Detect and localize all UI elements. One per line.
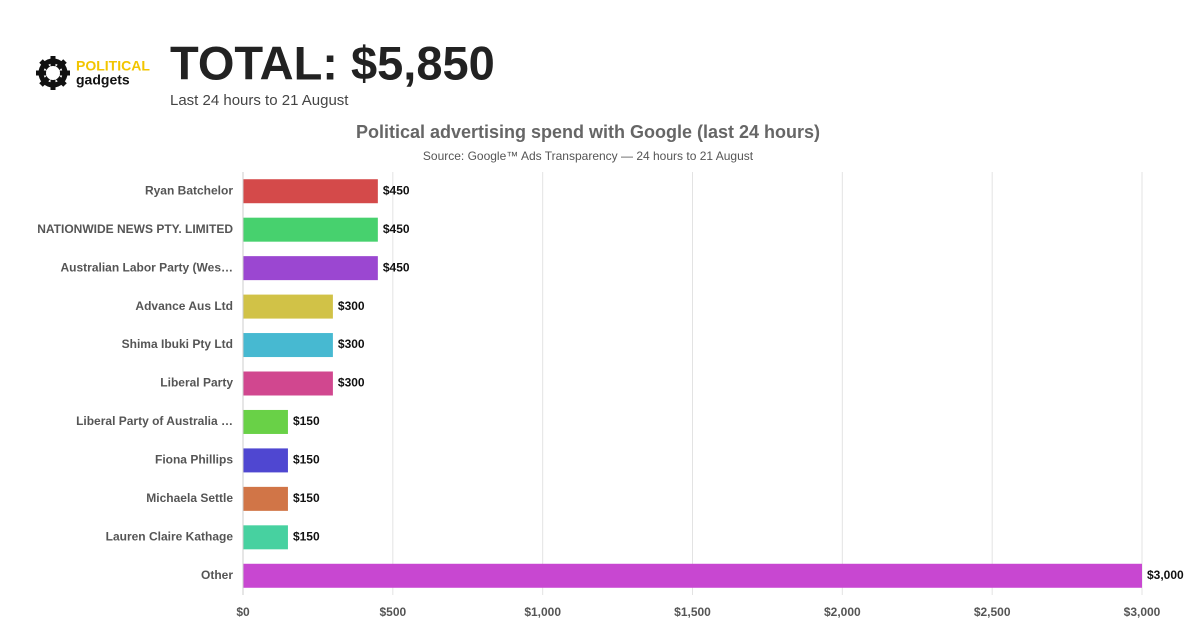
y-tick-label: Fiona Phillips [155, 453, 233, 467]
y-tick-label: Liberal Party of Australia … [76, 414, 233, 428]
data-label: $450 [383, 222, 410, 236]
y-tick-label: Michaela Settle [146, 491, 233, 505]
y-tick-label: Other [201, 568, 233, 582]
x-tick-label: $1,500 [674, 605, 711, 619]
logo-bottom: gadgets [76, 72, 130, 88]
x-tick-label: $2,500 [974, 605, 1011, 619]
bar [243, 486, 288, 511]
bar [243, 371, 333, 396]
bar [243, 409, 288, 434]
data-label: $300 [338, 299, 365, 313]
bar [243, 179, 378, 204]
data-label: $300 [338, 376, 365, 390]
data-label: $300 [338, 337, 365, 351]
bar [243, 448, 288, 473]
y-tick-label: Shima Ibuki Pty Ltd [122, 337, 233, 351]
x-tick-label: $3,000 [1124, 605, 1161, 619]
x-tick-label: $1,000 [524, 605, 561, 619]
y-tick-label: NATIONWIDE NEWS PTY. LIMITED [37, 222, 233, 236]
y-tick-label: Liberal Party [160, 376, 233, 390]
chart-subtitle: Source: Google™ Ads Transparency — 24 ho… [423, 149, 754, 163]
bar [243, 333, 333, 358]
data-label: $450 [383, 183, 410, 197]
data-label: $150 [293, 453, 320, 467]
data-label: $450 [383, 260, 410, 274]
logo [36, 56, 70, 90]
chart-title: Political advertising spend with Google … [356, 122, 820, 142]
total: TOTAL: $5,850 [170, 36, 495, 89]
bar [243, 563, 1142, 588]
logo-hole [46, 66, 60, 80]
bar [243, 217, 378, 242]
x-tick-label: $0 [236, 605, 250, 619]
data-label: $150 [293, 491, 320, 505]
bar [243, 294, 333, 319]
bar [243, 256, 378, 281]
logo-top: POLITICAL [76, 58, 150, 74]
y-tick-label: Lauren Claire Kathage [106, 529, 234, 543]
x-tick-label: $2,000 [824, 605, 861, 619]
y-tick-label: Advance Aus Ltd [135, 299, 233, 313]
data-label: $150 [293, 414, 320, 428]
data-label: $3,000 [1147, 568, 1184, 582]
data-label: $150 [293, 529, 320, 543]
x-tick-label: $500 [379, 605, 406, 619]
y-tick-label: Ryan Batchelor [145, 183, 233, 197]
bar [243, 525, 288, 550]
y-tick-label: Australian Labor Party (Wes… [61, 260, 234, 274]
header-subtitle: Last 24 hours to 21 August [170, 92, 349, 109]
